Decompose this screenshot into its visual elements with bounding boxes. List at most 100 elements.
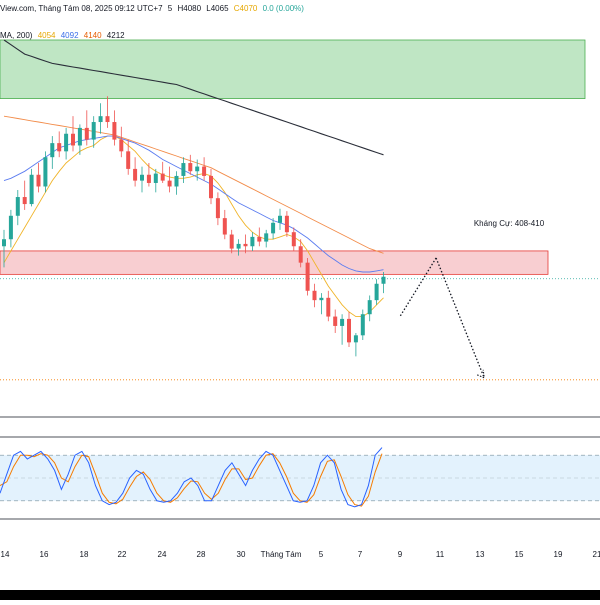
ma-line-1 (3, 135, 384, 318)
candle-body (202, 166, 207, 176)
x-tick-label: 14 (1, 550, 10, 559)
candle-body (8, 215, 13, 240)
header-ma-line: MA, 200) 4054 4092 4140 4212 (0, 31, 128, 40)
x-tick-label: 24 (158, 550, 167, 559)
candle-body (105, 116, 110, 123)
candle-body (347, 318, 351, 343)
candle-body (133, 168, 138, 181)
x-tick-label: 30 (237, 550, 246, 559)
header-ma-label: MA, 200) (0, 31, 33, 40)
candle-body (367, 300, 372, 315)
candle-body (84, 127, 89, 140)
candle-body (22, 197, 27, 205)
candle-body (236, 243, 241, 249)
candle-body (167, 180, 172, 187)
candle-body (360, 314, 365, 336)
candle-body (333, 316, 338, 326)
candle-body (91, 122, 96, 140)
x-tick-label: 22 (118, 550, 127, 559)
candle-body (195, 166, 200, 172)
stoch-band (0, 455, 600, 501)
candle-body (160, 173, 165, 181)
x-tick-label: 18 (80, 550, 89, 559)
candle-body (243, 243, 248, 247)
x-tick-label: Tháng Tám (261, 550, 302, 559)
candle-body (353, 335, 358, 343)
candle-body (264, 233, 269, 242)
candle-body (374, 283, 379, 301)
candle-body (284, 215, 289, 233)
candle-body (278, 215, 282, 223)
resistance-label: Kháng Cự: 408-410 (473, 219, 545, 228)
ma-line-3 (3, 115, 384, 254)
candle-body (215, 198, 220, 219)
candle-body (119, 139, 124, 152)
bottom-bar (0, 590, 600, 600)
resistance-zone (0, 250, 549, 275)
x-tick-label: 7 (358, 550, 363, 559)
candle-body (126, 151, 131, 169)
candle-body (146, 174, 151, 183)
header-change: 0.0 (0.00%) (262, 4, 304, 13)
candle-body (305, 262, 310, 291)
x-tick-label: 5 (319, 550, 324, 559)
candle-body (381, 276, 386, 284)
x-tick-label: 16 (40, 550, 49, 559)
header-source: View.com, Tháng Tám 08, 2025 09:12 UTC+7 (0, 4, 163, 13)
candle-body (298, 246, 303, 263)
stoch-k-line (0, 447, 383, 508)
x-tick-label: 13 (476, 550, 485, 559)
header-ma-value-4: 4212 (106, 31, 125, 40)
x-tick-label: 19 (554, 550, 563, 559)
candle-body (174, 175, 179, 187)
x-tick-label: 11 (436, 550, 445, 559)
candle-body (319, 297, 324, 301)
x-tick-label: 21 (593, 550, 600, 559)
stoch-d-line (0, 453, 383, 507)
header-ma-value-2: 4092 (60, 31, 79, 40)
candle-body (112, 122, 117, 140)
candle-body (50, 143, 55, 158)
candle-body (250, 236, 255, 247)
header-close: C4070 (233, 4, 258, 13)
x-tick-label: 28 (197, 550, 206, 559)
candle-body (36, 174, 41, 187)
header-ma-value-3: 4140 (83, 31, 102, 40)
x-tick-label: 15 (515, 550, 524, 559)
x-tick-label: 9 (398, 550, 403, 559)
candle-body (29, 174, 34, 205)
candle-body (229, 234, 234, 249)
candle-body (209, 175, 213, 199)
candle-body (77, 127, 82, 146)
candle-body (2, 239, 6, 247)
candle-body (312, 290, 317, 301)
header-open: 5 (167, 4, 173, 13)
candle-body (340, 318, 345, 326)
candle-body (153, 173, 158, 183)
supply-zone (0, 39, 586, 99)
header-high: H4080 (177, 4, 202, 13)
candle-body (326, 297, 331, 317)
candle-body (291, 232, 296, 247)
header-ohlc-line: View.com, Tháng Tám 08, 2025 09:12 UTC+7… (0, 4, 307, 13)
candle-body (71, 133, 75, 146)
header-low: L4065 (206, 4, 229, 13)
ma-line-4 (3, 39, 384, 156)
candle-body (98, 116, 103, 123)
candle-body (57, 143, 62, 152)
candle-body (271, 222, 276, 234)
candle-body (64, 133, 69, 152)
projection-arrow-head (476, 369, 485, 379)
candle-body (43, 157, 48, 187)
header-ma-value-1: 4054 (37, 31, 56, 40)
candle-body (140, 174, 144, 181)
projection-up (399, 257, 437, 317)
candle-body (181, 163, 186, 176)
candle-body (222, 218, 227, 235)
candle-body (15, 197, 20, 216)
projection-down (435, 257, 485, 379)
candle-body (188, 163, 193, 172)
candle-body (257, 236, 262, 242)
